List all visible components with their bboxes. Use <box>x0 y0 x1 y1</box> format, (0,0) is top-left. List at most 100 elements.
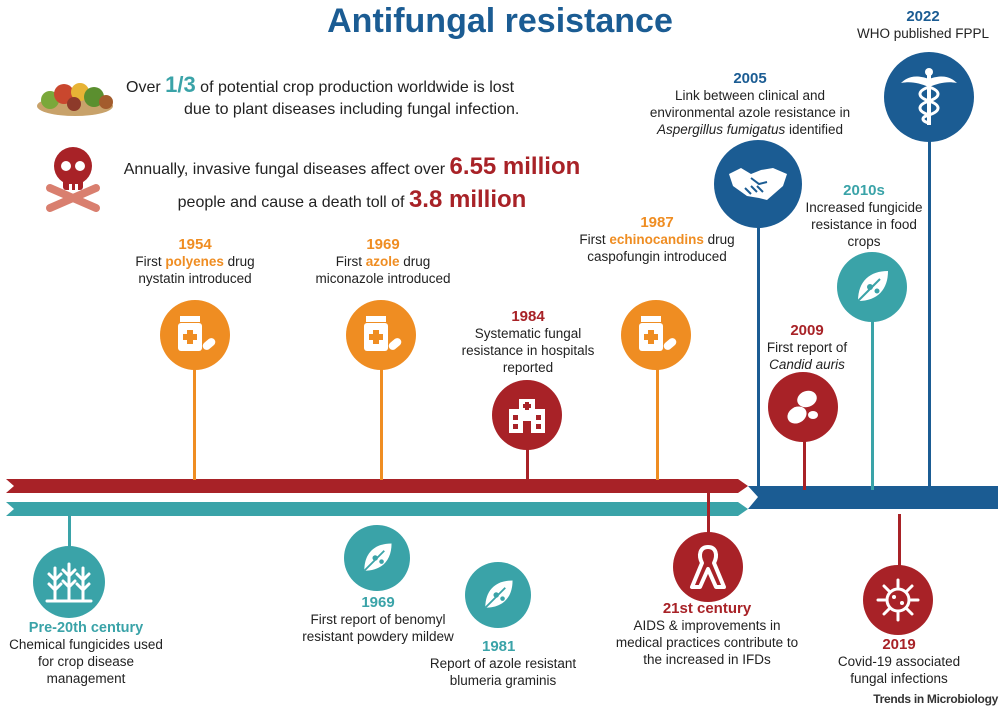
event-2010s: 2010s Increased fungicide resistance in f… <box>796 182 932 250</box>
event-2019-badge <box>863 565 933 635</box>
event-1981-line1: Report of azole resistant <box>429 656 577 671</box>
disease-stat-pre: Annually, invasive fungal diseases affec… <box>123 161 450 178</box>
event-1981: 1981 Report of azole resistant blumeria g… <box>418 638 588 689</box>
crop-stat-pre: Over <box>126 79 166 96</box>
event-1984-line2: resistance in hospitals <box>461 343 595 358</box>
medicine-bottle-icon <box>178 316 216 351</box>
event-2009-species: Candid auris <box>769 357 845 372</box>
event-1984-badge <box>492 380 562 450</box>
disease-stat-value: 6.55 million <box>449 153 581 180</box>
event-1987-year: 1987 <box>640 214 674 231</box>
event-1969-azole-year: 1969 <box>366 236 400 253</box>
plants-icon <box>45 562 93 603</box>
event-1954-stem <box>193 340 196 480</box>
event-1984: 1984 Systematic fungal resistance in hosp… <box>448 308 608 376</box>
event-1987-badge <box>621 300 691 370</box>
crop-timeline-arrow <box>6 502 748 516</box>
event-2019-line2: fungal infections <box>850 671 948 686</box>
leaf-icon <box>484 580 513 609</box>
event-2010s-year: 2010s <box>843 182 885 199</box>
event-1984-line3: reported <box>502 360 554 375</box>
medicine-bottle-icon <box>639 316 677 351</box>
disease-stat: Annually, invasive fungal diseases affec… <box>112 152 592 218</box>
event-2009-stem <box>803 430 806 490</box>
event-2022: 2022 WHO published FPPL <box>848 8 998 42</box>
crop-stat-value: 1/3 <box>165 72 196 97</box>
event-2005: 2005 Link between clinical and environmen… <box>628 70 872 138</box>
event-1984-stem <box>526 420 529 480</box>
caduceus-icon <box>901 68 957 125</box>
disease-stat-line2: people and cause a death toll of <box>177 194 409 211</box>
event-2010s-line3: crops <box>847 234 881 249</box>
leaf-icon <box>857 271 888 302</box>
event-1984-year: 1984 <box>511 308 545 325</box>
event-1969-azole-post: drug <box>399 254 431 269</box>
event-1969-benomyl: 1969 First report of benomyl resistant po… <box>290 594 466 645</box>
event-2005-stem <box>757 200 760 490</box>
event-1969-azole-highlight: azole <box>365 254 400 269</box>
event-pre20-line1: Chemical fungicides used <box>9 637 163 652</box>
event-2019-line1: Covid-19 associated <box>837 654 961 669</box>
medicine-bottle-icon <box>364 316 402 351</box>
event-2005-species: Aspergillus fumigatus <box>656 122 786 137</box>
timeline-arrows <box>6 479 998 516</box>
event-1969-azole: 1969 First azole drug miconazole introduc… <box>298 236 468 287</box>
page-title: Antifungal resistance <box>327 2 673 40</box>
event-21st-year: 21st century <box>662 600 752 617</box>
event-2022-line1: WHO published FPPL <box>856 26 990 41</box>
handshake-icon <box>729 168 787 200</box>
event-2022-year: 2022 <box>906 8 940 25</box>
event-2005-line1: Link between clinical and <box>674 88 826 103</box>
event-2019-stem <box>898 514 901 574</box>
event-2019-year: 2019 <box>882 636 916 653</box>
event-21st-line3: the increased in IFDs <box>643 652 771 667</box>
event-1969-benomyl-line1: First report of benomyl <box>310 612 446 627</box>
vegetables-icon <box>37 83 113 116</box>
event-2005-year: 2005 <box>733 70 767 87</box>
skull-crossbones-icon <box>46 147 100 212</box>
disease-stat-death: 3.8 million <box>408 186 527 213</box>
event-1987-highlight: echinocandins <box>609 232 704 247</box>
event-pre20-badge <box>33 546 105 618</box>
event-21st-line2: medical practices contribute to <box>615 635 799 650</box>
source-credit: Trends in Microbiology <box>873 692 998 706</box>
event-2019: 2019 Covid-19 associated fungal infection… <box>822 636 976 687</box>
event-2005-line3: identified <box>785 122 844 137</box>
event-1969-benomyl-line2: resistant powdery mildew <box>302 629 454 644</box>
event-1969-benomyl-badge <box>344 525 410 591</box>
event-1987-post: drug <box>703 232 735 247</box>
event-1969-azole-stem <box>380 340 383 480</box>
event-1987-pre: First <box>579 232 610 247</box>
event-1969-azole-badge <box>346 300 416 370</box>
event-2022-stem <box>928 120 931 490</box>
event-2022-badge <box>884 52 974 142</box>
event-2009-badge <box>768 372 838 442</box>
event-2010s-badge <box>837 252 907 322</box>
crop-stat-line2: due to plant diseases including fungal i… <box>184 101 520 118</box>
event-1954: 1954 First polyenes drug nystatin introdu… <box>115 236 275 287</box>
event-2009-line1: First report of <box>766 340 848 355</box>
past-timeline-arrow <box>6 479 748 493</box>
event-1954-pre: First <box>135 254 166 269</box>
event-1987: 1987 First echinocandins drug caspofungin… <box>562 214 752 265</box>
event-1954-post: drug <box>223 254 255 269</box>
event-pre20: Pre-20th century Chemical fungicides use… <box>0 620 172 687</box>
cells-icon <box>787 390 818 424</box>
event-1954-year: 1954 <box>178 236 212 253</box>
event-21st-line1: AIDS & improvements in <box>633 618 781 633</box>
event-2010s-stem <box>871 300 874 490</box>
event-2005-line2: environmental azole resistance in <box>649 105 851 120</box>
recent-timeline-arrow <box>748 486 998 509</box>
event-21st-stem <box>707 490 710 540</box>
event-2009-year: 2009 <box>790 322 824 339</box>
event-21st: 21st century AIDS & improvements in medic… <box>602 600 812 668</box>
event-1981-line2: blumeria graminis <box>449 673 557 688</box>
event-1969-benomyl-year: 1969 <box>361 594 395 611</box>
event-1954-line2: nystatin introduced <box>138 271 252 286</box>
virus-icon <box>876 578 920 622</box>
crop-stat: Over 1/3 of potential crop production wo… <box>126 74 566 121</box>
event-2005-badge <box>714 140 802 228</box>
event-1987-line2: caspofungin introduced <box>587 249 727 264</box>
event-pre20-line2: for crop disease <box>37 654 135 669</box>
event-21st-badge <box>673 532 743 602</box>
